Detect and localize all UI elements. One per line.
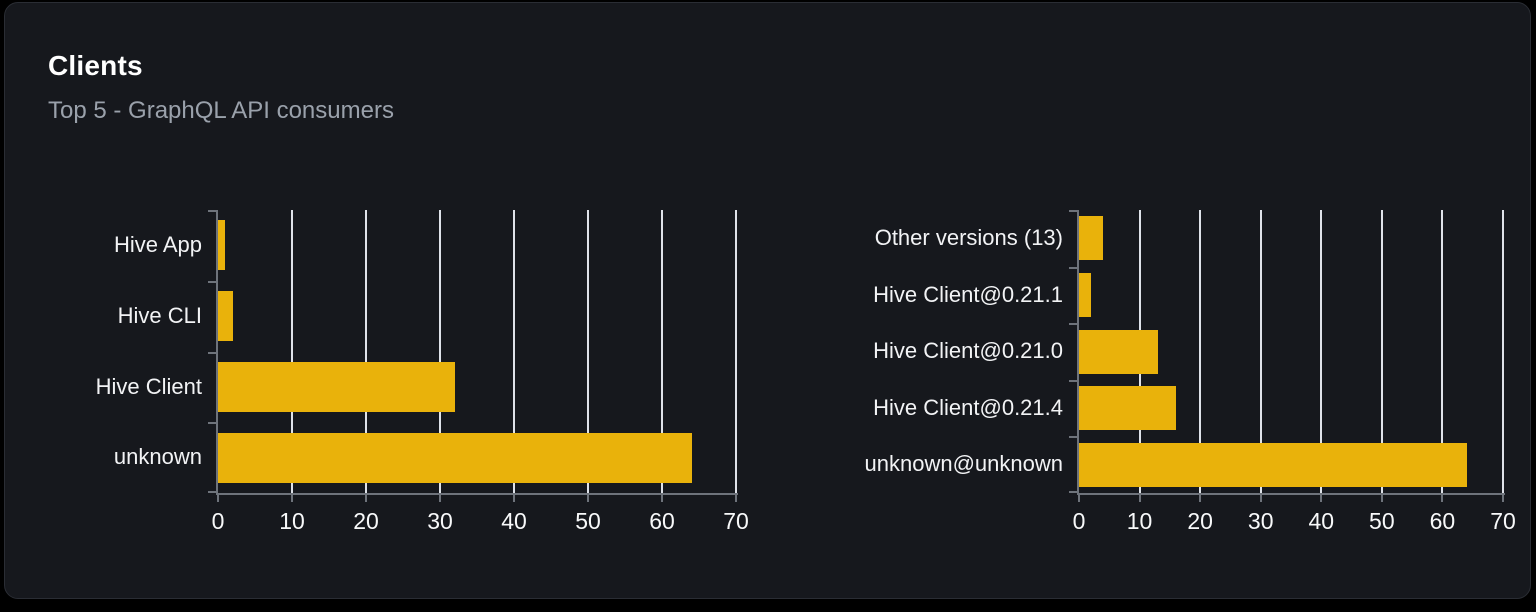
gridline bbox=[365, 210, 367, 493]
y-axis-tick bbox=[208, 281, 216, 283]
x-axis-tick bbox=[1320, 495, 1323, 502]
gridline bbox=[1502, 210, 1504, 493]
y-axis-tick bbox=[1069, 210, 1077, 212]
x-axis-tick bbox=[735, 495, 737, 502]
bar bbox=[218, 432, 692, 483]
bar bbox=[218, 220, 226, 271]
x-tick-label: 40 bbox=[1308, 508, 1335, 534]
x-tick-label: 50 bbox=[575, 508, 601, 534]
x-axis-tick bbox=[439, 495, 441, 502]
y-axis-tick bbox=[1069, 323, 1077, 325]
category-label: Hive Client@0.21.4 bbox=[873, 394, 1063, 420]
clients-card: Clients Top 5 - GraphQL API consumers Hi… bbox=[4, 2, 1531, 599]
gridline bbox=[513, 210, 515, 493]
x-tick-label: 0 bbox=[1072, 508, 1086, 534]
y-axis-tick bbox=[1069, 491, 1077, 493]
x-axis-tick bbox=[291, 495, 293, 502]
bar bbox=[1079, 329, 1158, 374]
x-axis-tick bbox=[217, 495, 219, 502]
y-axis-tick bbox=[1069, 267, 1077, 269]
bar bbox=[1079, 216, 1104, 261]
x-tick-label: 20 bbox=[353, 508, 379, 534]
bar bbox=[1079, 442, 1467, 487]
x-axis-tick bbox=[1259, 495, 1262, 502]
y-axis-tick bbox=[208, 352, 216, 354]
x-axis-tick bbox=[661, 495, 663, 502]
x-axis-tick bbox=[365, 495, 367, 502]
bar bbox=[1079, 386, 1176, 431]
y-axis-line bbox=[1077, 210, 1079, 493]
x-axis-line bbox=[216, 493, 738, 495]
card-title: Clients bbox=[48, 50, 143, 81]
x-tick-label: 50 bbox=[1369, 508, 1395, 534]
y-axis-tick bbox=[1069, 436, 1077, 438]
y-axis-line bbox=[216, 210, 218, 493]
x-tick-label: 30 bbox=[1247, 508, 1274, 534]
category-label: Hive Client bbox=[95, 373, 202, 399]
category-label: Other versions (13) bbox=[874, 225, 1063, 250]
y-axis-tick bbox=[208, 210, 216, 212]
gridline bbox=[735, 210, 737, 493]
x-tick-label: 20 bbox=[1187, 508, 1213, 534]
x-axis-tick bbox=[1502, 495, 1504, 502]
x-tick-label: 30 bbox=[427, 508, 453, 534]
gridline bbox=[587, 210, 589, 493]
bar bbox=[218, 291, 233, 342]
bar bbox=[1079, 272, 1092, 317]
x-axis-tick bbox=[1441, 495, 1444, 502]
category-label: Hive CLI bbox=[117, 302, 202, 328]
x-axis-tick bbox=[587, 495, 589, 502]
gridline bbox=[1199, 210, 1202, 493]
x-axis-tick bbox=[1078, 495, 1080, 502]
gridline bbox=[1320, 210, 1323, 493]
x-tick-label: 40 bbox=[501, 508, 527, 534]
x-axis-tick bbox=[513, 495, 515, 502]
x-tick-label: 70 bbox=[1490, 508, 1516, 534]
y-axis-tick bbox=[208, 491, 216, 493]
category-label: Hive Client@0.21.0 bbox=[873, 338, 1063, 364]
top-clients-chart: Hive App Hive CLI Hive Client unknown 0 10 20 3… bbox=[5, 210, 749, 534]
x-axis-tick bbox=[1199, 495, 1202, 502]
client-versions-chart: Other versions (13) Hive Client@0.21.1 Hiv… bbox=[825, 210, 1516, 534]
x-tick-label: 60 bbox=[649, 508, 675, 534]
gridline bbox=[439, 210, 441, 493]
category-label: Hive App bbox=[113, 232, 202, 257]
gridline bbox=[1380, 210, 1383, 493]
x-tick-label: 70 bbox=[723, 508, 749, 534]
category-label: unknown bbox=[113, 444, 202, 470]
x-tick-label: 10 bbox=[1126, 508, 1153, 534]
x-tick-label: 10 bbox=[279, 508, 305, 534]
gridline bbox=[291, 210, 293, 493]
x-axis-line bbox=[1077, 493, 1505, 495]
x-tick-label: 60 bbox=[1429, 508, 1456, 534]
category-label: unknown@unknown bbox=[864, 451, 1063, 477]
y-axis-tick bbox=[208, 422, 216, 424]
category-label: Hive Client@0.21.1 bbox=[873, 281, 1063, 307]
gridline bbox=[1259, 210, 1262, 493]
bar bbox=[218, 361, 455, 412]
gridline bbox=[1441, 210, 1444, 493]
gridline bbox=[661, 210, 663, 493]
card-subtitle: Top 5 - GraphQL API consumers bbox=[48, 97, 394, 124]
y-axis-tick bbox=[1069, 380, 1077, 382]
x-axis-tick bbox=[1138, 495, 1141, 502]
x-axis-tick bbox=[1380, 495, 1383, 502]
x-tick-label: 0 bbox=[211, 508, 225, 534]
